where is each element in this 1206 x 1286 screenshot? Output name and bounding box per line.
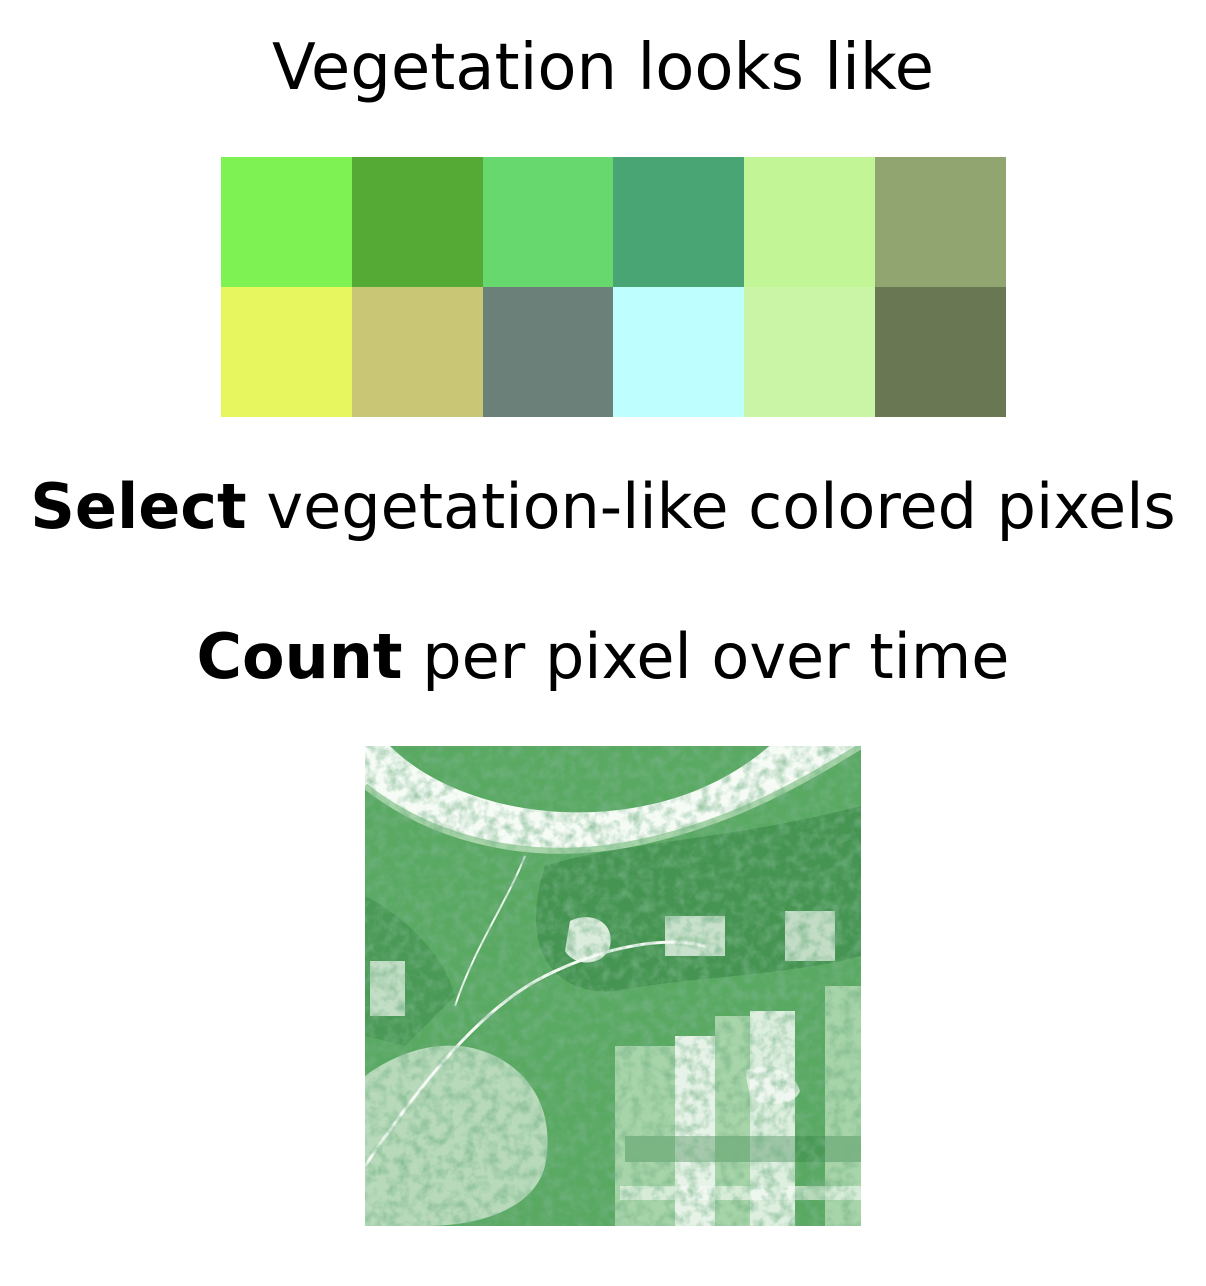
color-swatch [875,157,1006,287]
color-swatch [875,287,1006,417]
step-count-text: per pixel over time [402,620,1010,693]
color-swatch [221,157,352,287]
color-swatch [351,287,483,417]
step-select-text: vegetation-like colored pixels [246,470,1176,543]
color-swatch [744,287,876,417]
color-swatch [482,157,614,287]
step-select-bold: Select [30,470,247,543]
step-select: Select vegetation-like colored pixels [0,476,1206,538]
color-swatch [613,287,745,417]
color-swatch [613,157,745,287]
color-swatch [351,157,483,287]
title: Vegetation looks like [272,31,934,105]
vegetation-count-map [365,746,861,1226]
map-texture [365,746,861,1226]
step-count-bold: Count [196,620,403,693]
color-swatch [482,287,614,417]
vegetation-swatch-grid [221,157,1006,417]
color-swatch [744,157,876,287]
color-swatch [221,287,352,417]
step-count: Count per pixel over time [0,626,1206,688]
